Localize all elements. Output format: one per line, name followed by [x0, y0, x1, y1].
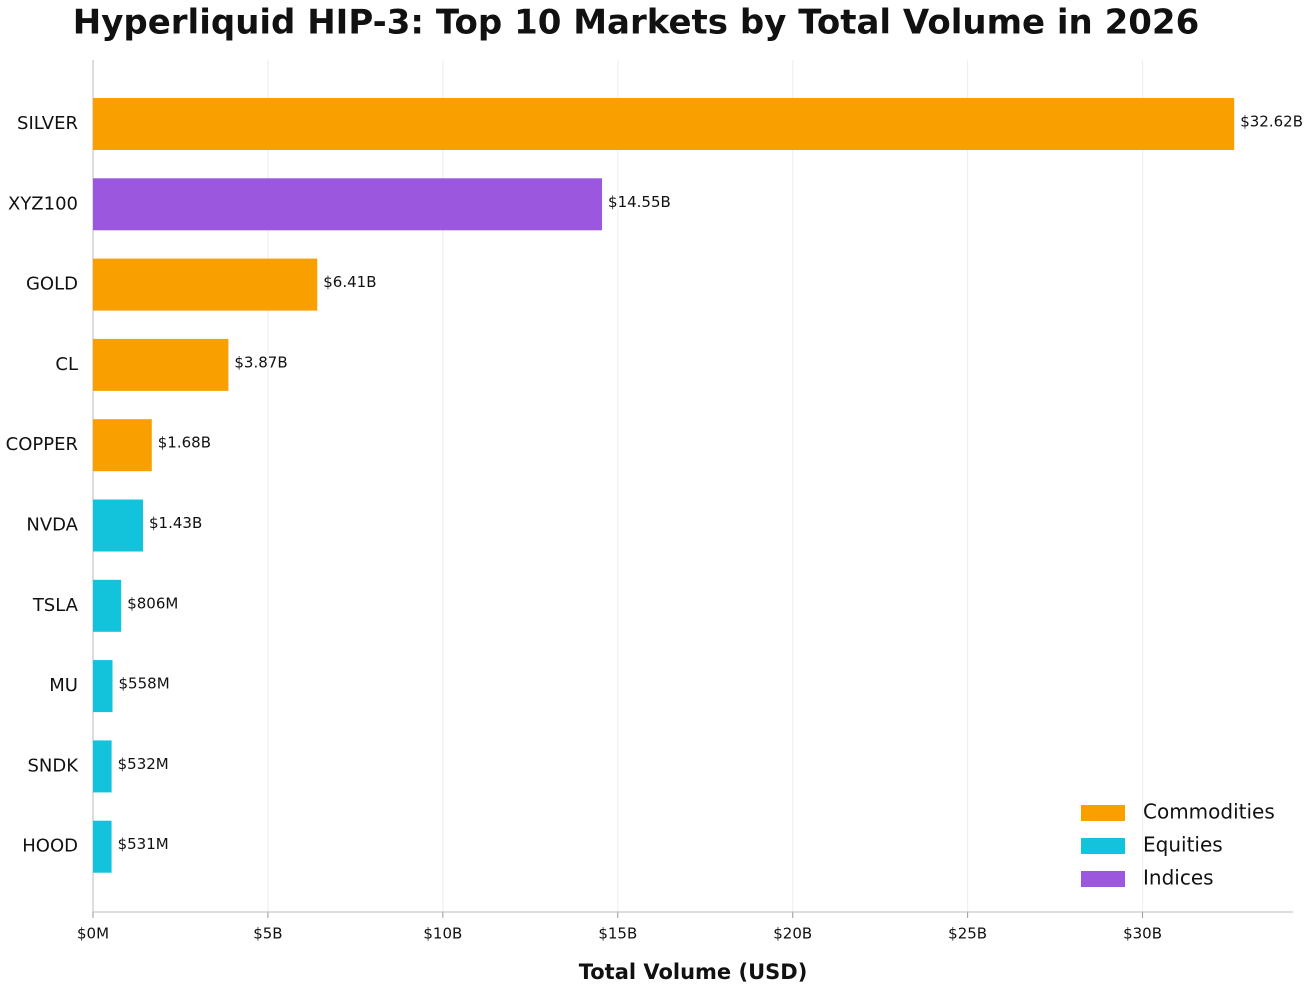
bar	[93, 178, 603, 231]
data-label: $532M	[118, 755, 169, 773]
data-label: $1.68B	[158, 434, 211, 452]
x-tick-label: $5B	[253, 925, 282, 943]
legend-label: Commodities	[1143, 800, 1275, 824]
y-tick-label: XYZ100	[8, 193, 78, 214]
y-tick-label: NVDA	[26, 515, 78, 536]
y-tick-label: MU	[49, 675, 78, 696]
data-label: $558M	[119, 675, 170, 693]
legend-swatch	[1081, 871, 1125, 887]
bar	[93, 740, 112, 793]
y-tick-label: CL	[55, 354, 78, 375]
y-tick-label: GOLD	[26, 274, 78, 295]
bar	[93, 258, 318, 311]
x-tick-label: $25B	[948, 925, 987, 943]
x-tick-label: $30B	[1123, 925, 1162, 943]
x-tick-label: $20B	[773, 925, 812, 943]
y-tick-label: COPPER	[6, 434, 78, 455]
y-tick-label: SILVER	[17, 113, 78, 134]
x-tick-label: $15B	[598, 925, 637, 943]
bar	[93, 579, 122, 632]
bar	[93, 499, 144, 552]
chart-title: Hyperliquid HIP-3: Top 10 Markets by Tot…	[73, 3, 1199, 43]
data-label: $32.62B	[1240, 113, 1303, 131]
legend-label: Indices	[1143, 866, 1214, 890]
data-label: $531M	[118, 835, 169, 853]
x-tick-label: $0M	[77, 925, 109, 943]
y-tick-label: TSLA	[32, 595, 79, 616]
bar	[93, 820, 112, 873]
bar	[93, 660, 113, 713]
bar	[93, 98, 1235, 150]
y-tick-label: HOOD	[22, 836, 78, 857]
bar	[93, 419, 152, 472]
legend-label: Equities	[1143, 833, 1223, 857]
bar	[93, 338, 229, 391]
data-label: $14.55B	[608, 193, 671, 211]
legend-swatch	[1081, 838, 1125, 854]
y-tick-label: SNDK	[27, 755, 79, 776]
x-axis-label: Total Volume (USD)	[579, 960, 808, 984]
x-tick-label: $10B	[423, 925, 462, 943]
legend-swatch	[1081, 805, 1125, 821]
data-label: $1.43B	[149, 514, 202, 532]
data-label: $806M	[127, 594, 178, 612]
data-label: $3.87B	[234, 353, 287, 371]
data-label: $6.41B	[323, 273, 376, 291]
